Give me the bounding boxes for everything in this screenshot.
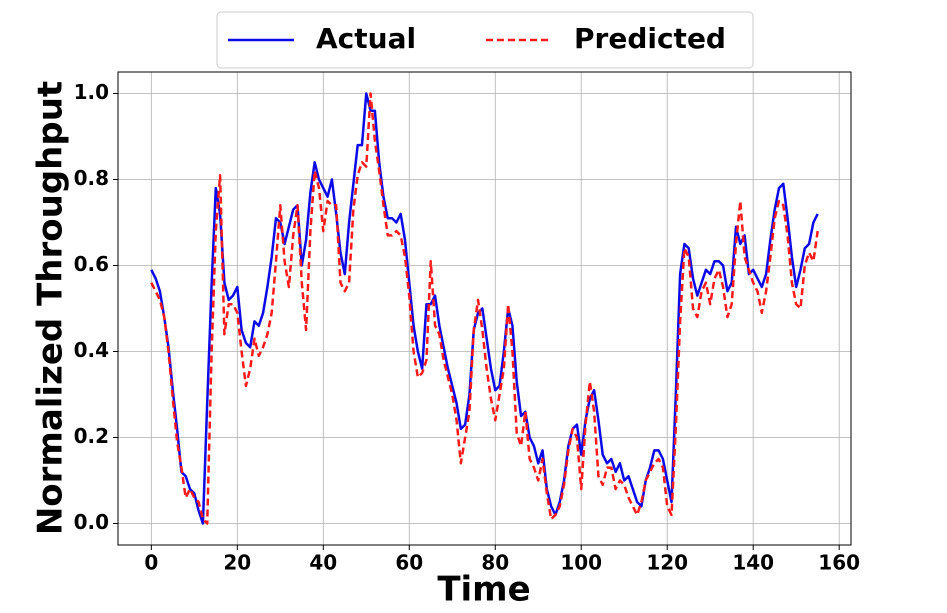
x-tick-label: 40 <box>309 551 337 575</box>
x-tick-label: 120 <box>646 551 688 575</box>
data-line <box>150 92 819 525</box>
y-tick-label: 0.2 <box>74 424 109 448</box>
y-tick-label: 0.8 <box>74 166 109 190</box>
legend-label: Actual <box>316 22 416 55</box>
data-line <box>150 92 819 525</box>
legend-box <box>216 11 754 69</box>
x-tick-label: 80 <box>481 551 509 575</box>
x-tick-label: 60 <box>395 551 423 575</box>
y-axis-label: Normalized Throughput <box>31 81 71 535</box>
y-tick-label: 1.0 <box>74 80 109 104</box>
y-tick-label: 0.0 <box>74 510 109 534</box>
x-tick-label: 100 <box>560 551 602 575</box>
x-tick-label: 20 <box>223 551 251 575</box>
x-tick-label: 0 <box>144 551 158 575</box>
y-tick-label: 0.6 <box>74 252 109 276</box>
y-tick-label: 0.4 <box>74 338 109 362</box>
x-tick-label: 160 <box>818 551 860 575</box>
legend-label: Predicted <box>574 22 726 55</box>
plot-frame <box>117 71 852 546</box>
x-axis-label: Time <box>437 570 530 610</box>
x-tick-label: 140 <box>732 551 774 575</box>
